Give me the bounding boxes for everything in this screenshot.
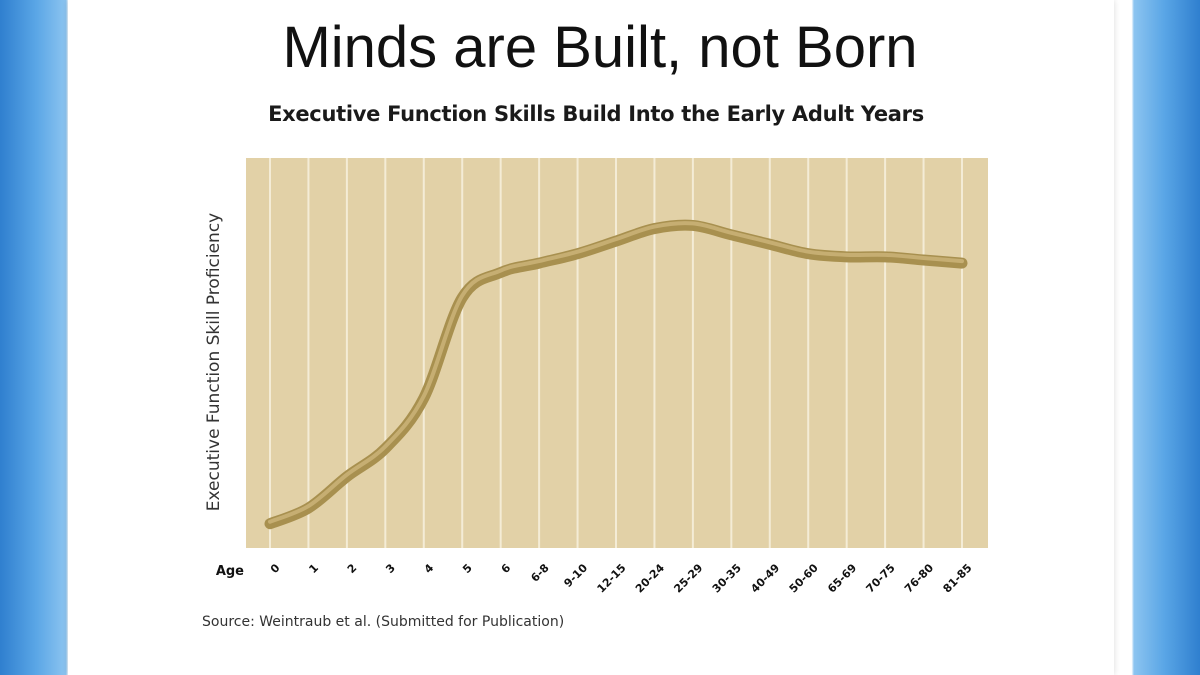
x-tick-label: 50-60 [787,561,821,595]
x-tick-labels: 0 1 2 3 4 5 6 6-8 9-10 12-15 20-24 25-29 30-35 40-49 5… [268,561,975,595]
x-tick-label: 40-49 [748,561,782,595]
x-tick-label: 30-35 [710,561,744,595]
x-tick-label: 20-24 [633,561,667,595]
grid-lines [269,158,963,548]
x-tick-label: 76-80 [902,561,936,595]
x-tick-label: 9-10 [561,561,590,590]
x-tick-label: 65-69 [825,561,859,595]
x-tick-label: 5 [460,561,475,576]
series-path-highlight [268,221,964,524]
x-axis-label: Age [216,564,244,579]
chart-title: Executive Function Skills Build Into the… [268,102,924,126]
x-tick-label: 6 [499,561,514,576]
x-tick-label: 12-15 [594,561,628,595]
series-line [264,219,968,530]
x-tick-label: 81-85 [940,561,974,595]
x-tick-label: 6-8 [528,561,551,584]
x-tick-label: 2 [345,561,360,576]
x-tick-label: 4 [422,561,437,576]
slide-title: Minds are Built, not Born [282,15,918,80]
x-tick-label: 1 [306,561,321,576]
x-tick-label: 0 [268,561,283,576]
x-tick-label: 70-75 [864,561,898,595]
x-tick-label: 25-29 [671,561,705,595]
x-tick-label: 3 [383,561,398,576]
source-note: Source: Weintraub et al. (Submitted for … [202,614,565,630]
